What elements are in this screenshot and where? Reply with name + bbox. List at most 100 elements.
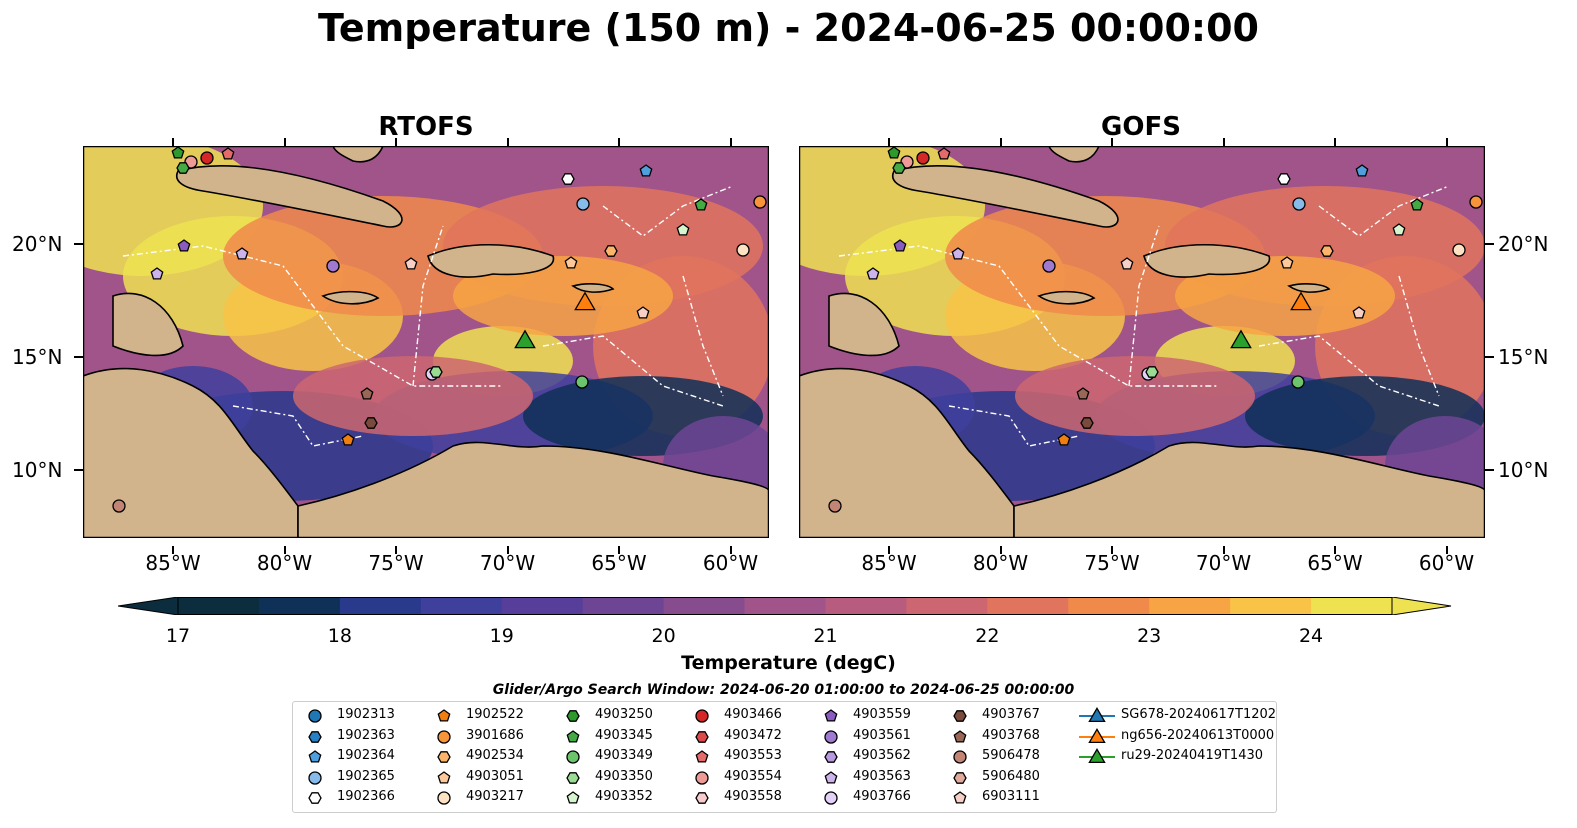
legend-label: 4903350 [595, 768, 653, 784]
legend-label: 4903250 [595, 707, 653, 722]
legend-marker [437, 709, 451, 722]
colorbar-tick-label: 22 [975, 625, 1000, 647]
map-panel-rtofs [83, 146, 769, 538]
legend-marker [1088, 707, 1106, 723]
colorbar-tick-label: 19 [489, 625, 514, 647]
tick-mark [999, 138, 1002, 146]
tick-mark [1111, 546, 1113, 554]
lat-tick-label-left: 20°N [12, 232, 63, 256]
legend-marker [824, 709, 838, 722]
tick-mark [618, 546, 620, 554]
glider-marker [514, 329, 536, 349]
profile-marker [736, 243, 750, 257]
colorbar-segment [501, 597, 584, 615]
legend-label: 4903767 [982, 707, 1040, 722]
profile-marker [1076, 387, 1090, 400]
legend-marker [953, 791, 967, 804]
legend-marker [695, 792, 709, 804]
legend-marker [695, 750, 709, 763]
colorbar-segment [1149, 597, 1231, 615]
profile-marker [221, 147, 235, 160]
legend-marker [953, 771, 967, 784]
legend-label: 1902364 [337, 748, 395, 763]
map-panel-gofs [799, 146, 1485, 538]
tick-mark [506, 138, 509, 146]
legend-marker [824, 729, 838, 744]
legend-label: 4903472 [724, 727, 782, 743]
colorbar-segment [1068, 597, 1150, 615]
tick-mark [1111, 138, 1113, 146]
tick-mark [74, 243, 83, 245]
figure-title: Temperature (150 m) - 2024-06-25 00:00:0… [317, 6, 1259, 50]
lon-tick-label: 60°W [1418, 551, 1475, 575]
tick-mark [1222, 138, 1225, 146]
profile-marker [1277, 173, 1291, 185]
profile-marker [564, 256, 578, 269]
profile-marker [916, 151, 930, 165]
panel-title-gofs: GOFS [1101, 112, 1181, 142]
landmass [176, 165, 403, 228]
lon-tick-label: 60°W [702, 551, 759, 575]
legend-label: 4903563 [853, 768, 911, 784]
profile-marker [364, 417, 378, 429]
profile-marker [694, 198, 708, 211]
landmass [321, 290, 380, 305]
lon-tick-label: 80°W [256, 551, 313, 575]
tick-mark [1222, 546, 1225, 554]
legend-marker [953, 729, 967, 743]
legend-label: ng656-20240613T0000 [1121, 727, 1275, 743]
profile-marker [1355, 164, 1369, 177]
legend-marker [695, 730, 709, 743]
profile-marker [575, 375, 589, 389]
profile-marker [1057, 433, 1071, 446]
legend-label: ru29-20240419T1430 [1121, 748, 1264, 763]
colorbar-segment [906, 597, 988, 615]
profile-marker [828, 499, 842, 513]
legend-label: 4903051 [466, 768, 524, 784]
profile-marker [341, 433, 355, 446]
legend-marker [308, 750, 322, 763]
profile-marker [639, 164, 653, 177]
profile-marker [429, 366, 443, 378]
legend-marker [566, 750, 580, 764]
landmass [427, 243, 555, 278]
profile-marker [360, 387, 374, 400]
profile-marker [1392, 223, 1406, 236]
profile-marker [1291, 375, 1305, 389]
lon-tick-label: 70°W [1195, 551, 1252, 575]
legend-label: 3901686 [466, 727, 524, 743]
legend-label: 4903561 [853, 727, 911, 743]
tick-mark [999, 546, 1002, 554]
legend-marker [308, 730, 322, 743]
glider-marker [1230, 329, 1252, 349]
lon-tick-label: 75°W [1084, 551, 1140, 575]
legend-marker [566, 710, 580, 722]
legend-marker [437, 729, 451, 744]
tick-mark [1334, 138, 1336, 146]
legend-marker [437, 791, 451, 805]
colorbar-segment [420, 597, 503, 615]
profile-marker [892, 162, 906, 174]
legend-marker [824, 751, 838, 763]
lon-tick-label: 70°W [479, 551, 536, 575]
legend-label: 1902522 [466, 707, 524, 722]
tick-mark [1485, 243, 1494, 245]
profile-marker [1469, 195, 1483, 209]
landmass [571, 283, 615, 293]
lon-tick-label: 65°W [1307, 551, 1363, 575]
profile-marker [326, 259, 340, 273]
tick-mark [1485, 469, 1494, 471]
profile-marker [636, 306, 650, 319]
legend-marker [953, 710, 967, 722]
profile-marker [893, 239, 907, 252]
legend: 1902313 1902363 1902364 1902365 1902366 19025… [292, 701, 1277, 813]
legend-marker [824, 791, 838, 805]
legend-label: 1902365 [337, 768, 395, 784]
profile-marker [1352, 306, 1366, 319]
profile-marker [177, 239, 191, 252]
landmass [112, 292, 184, 357]
colorbar-tick-label: 17 [165, 625, 191, 647]
colorbar-segment [178, 597, 260, 615]
tick-mark [74, 469, 83, 471]
landmass [799, 367, 1015, 538]
